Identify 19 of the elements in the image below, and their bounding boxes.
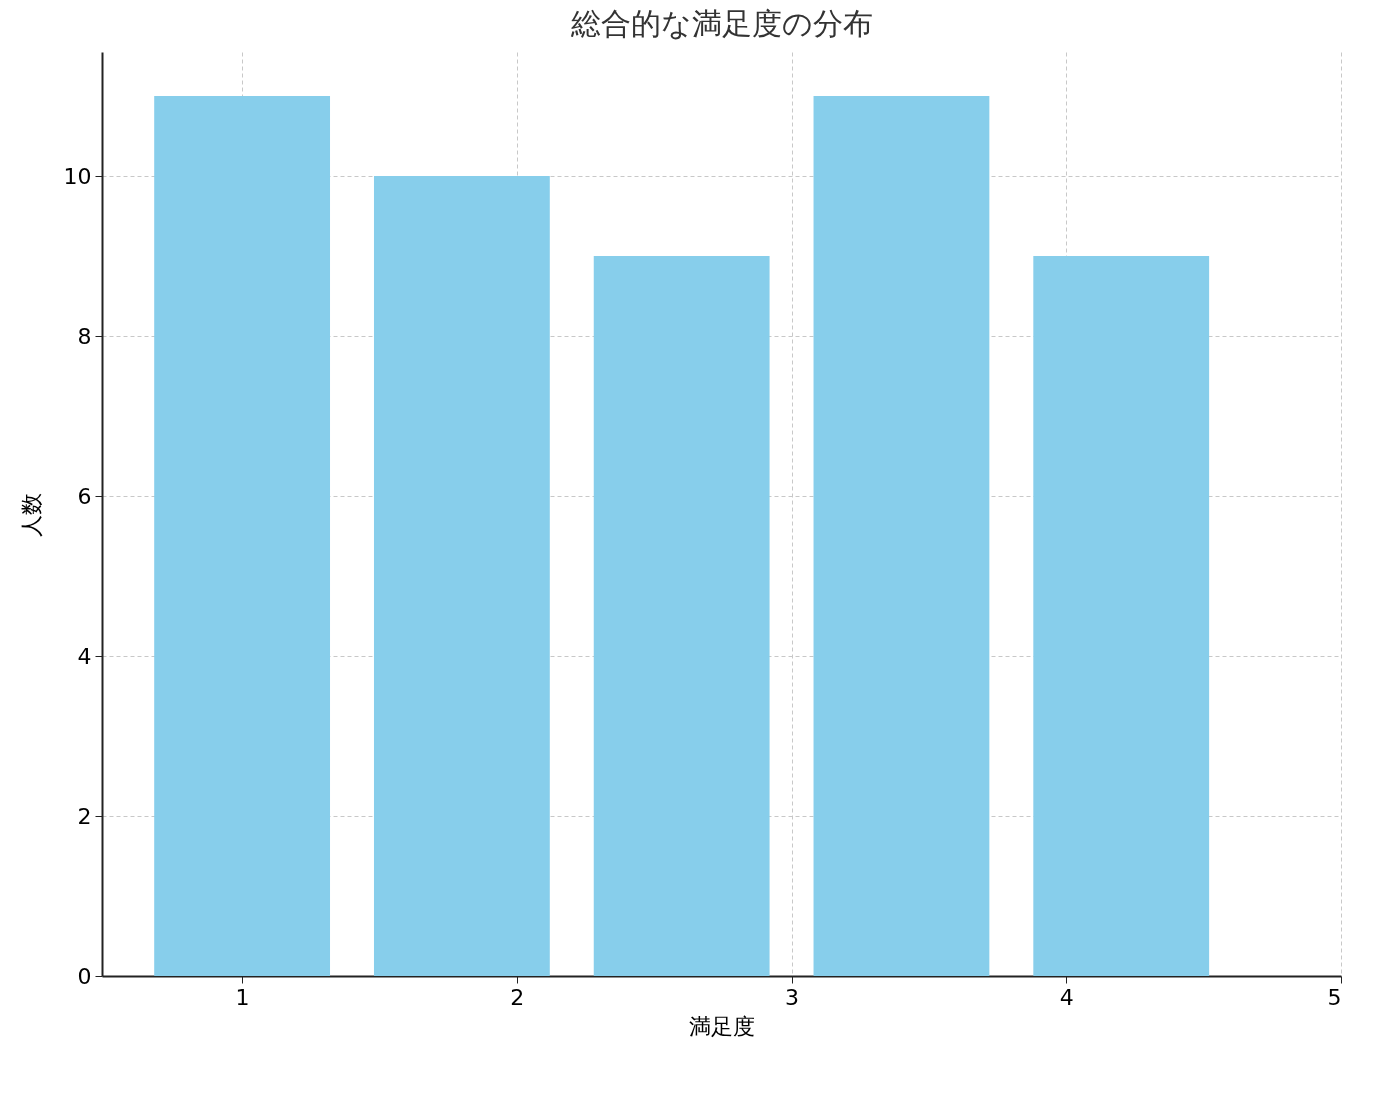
y-tick-label: 10 [63, 163, 92, 189]
chart-title: 総合的な満足度の分布 [569, 6, 873, 41]
x-tick-label: 1 [235, 984, 250, 1010]
y-tick-label: 8 [77, 323, 92, 349]
y-axis-title: 人数 [18, 492, 44, 537]
bar [373, 176, 550, 976]
y-tick-label: 6 [77, 483, 92, 509]
bar [593, 256, 770, 976]
bar [813, 96, 990, 976]
bar [1033, 256, 1210, 976]
x-tick-label: 5 [1327, 984, 1342, 1010]
y-tick-label: 4 [77, 643, 92, 669]
x-tick-label: 4 [1059, 984, 1074, 1010]
bar [154, 96, 331, 976]
x-tick-label: 3 [785, 984, 800, 1010]
y-tick-label: 2 [77, 803, 92, 829]
y-tick-label: 0 [77, 963, 92, 989]
x-tick-label: 2 [510, 984, 525, 1010]
x-axis-title: 満足度 [689, 1013, 755, 1039]
